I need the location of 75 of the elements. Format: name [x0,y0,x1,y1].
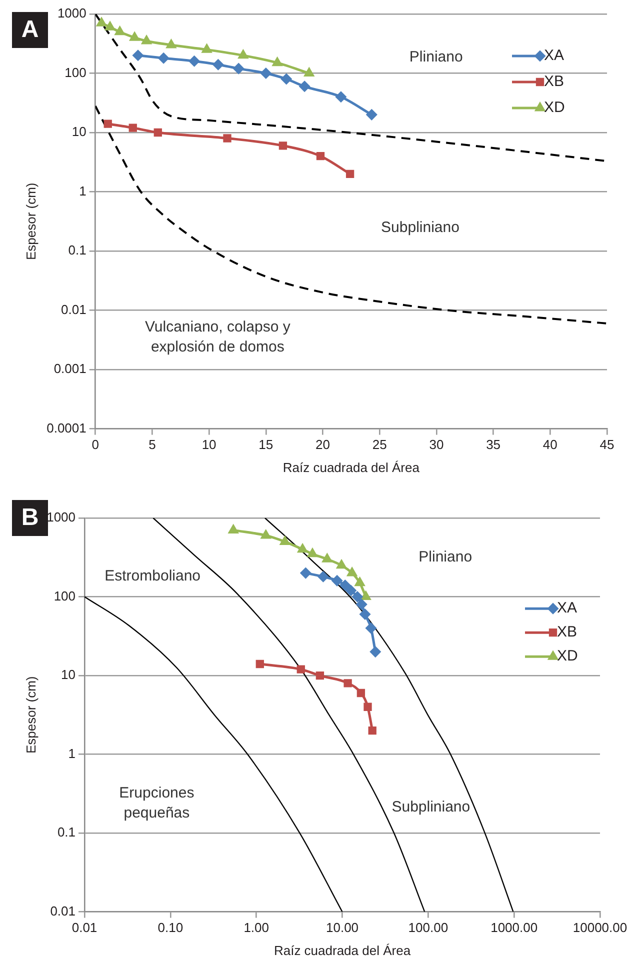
legend-label: XB [544,73,564,90]
x-tick-label: 10.00 [326,920,359,936]
x-tick-label: 30 [429,437,444,452]
x-tick-label: 15 [258,437,274,452]
chart-title: A [12,12,48,48]
x-tick-label: 1.00 [244,920,270,936]
x-tick-label: 0 [92,437,99,452]
legend-label: XA [557,600,578,617]
annotation: Pliniano [409,48,463,66]
point [304,68,314,77]
x-tick-label: 10 [202,437,216,452]
point [132,50,144,61]
point [346,170,354,178]
y-tick-label: 0.01 [61,302,86,317]
point [233,63,244,74]
point [158,52,169,64]
legend-label: XD [544,99,566,116]
point [212,59,224,70]
y-tick-label: 1 [79,183,86,198]
y-tick-label: 0.001 [54,361,86,376]
y-tick-label: 1000 [57,6,86,21]
x-tick-label: 25 [372,437,387,452]
point [96,18,106,26]
y-tick-label: 0.1 [57,824,76,840]
x-tick-label: 35 [486,437,501,452]
point [202,44,212,53]
y-axis-title: Espesor (cm) [23,182,38,260]
y-tick-label: 100 [54,588,76,604]
x-tick-label: 20 [316,437,330,452]
annotation: Subpliniano [381,218,460,236]
y-tick-label: 10 [72,124,86,140]
chart-title: B [12,500,48,536]
point [166,40,176,48]
annotation: Pliniano [418,548,472,566]
x-axis-title: Raíz cuadrada del Área [282,460,420,475]
point [189,56,200,66]
point [299,81,310,92]
x-axis-title: Raíz cuadrada del Área [274,942,412,958]
y-tick-label: 100 [64,64,86,80]
y-tick-label: 1 [68,746,76,761]
point [104,120,112,128]
point [115,26,125,36]
y-tick-label: 0.01 [50,903,76,918]
y-tick-label: 0.0001 [46,420,86,436]
annotation: Subpliniano [392,798,470,816]
point [278,142,288,150]
point [142,36,152,44]
annotation: Erupciones pequeñas [119,784,194,822]
legend-label: XD [557,648,578,665]
point [105,22,115,30]
point [238,50,248,59]
point [366,109,377,120]
x-tick-label: 1000.00 [490,920,538,936]
x-tick-label: 100.00 [408,920,448,936]
point [260,68,272,79]
point [281,74,292,84]
point [223,134,232,142]
x-tick-label: 10000.00 [572,920,628,936]
legend-label: XB [557,624,578,641]
x-tick-label: 40 [542,437,558,452]
point [128,124,137,132]
point [316,152,325,160]
point [336,92,346,102]
x-tick-label: 45 [600,437,614,452]
x-tick-label: 5 [148,437,156,452]
y-tick-label: 10 [61,667,76,682]
annotation: Estromboliano [104,567,201,584]
y-tick-label: 1000 [46,510,76,525]
y-axis-title: Espesor (cm) [23,676,38,754]
y-tick-label: 0.1 [68,242,86,258]
point [130,32,140,41]
annotation: Vulcaniano, colapso y explosión de domos [144,318,291,356]
legend-label: XA [544,47,564,64]
x-tick-label: 0.10 [158,920,184,936]
point [154,128,162,137]
